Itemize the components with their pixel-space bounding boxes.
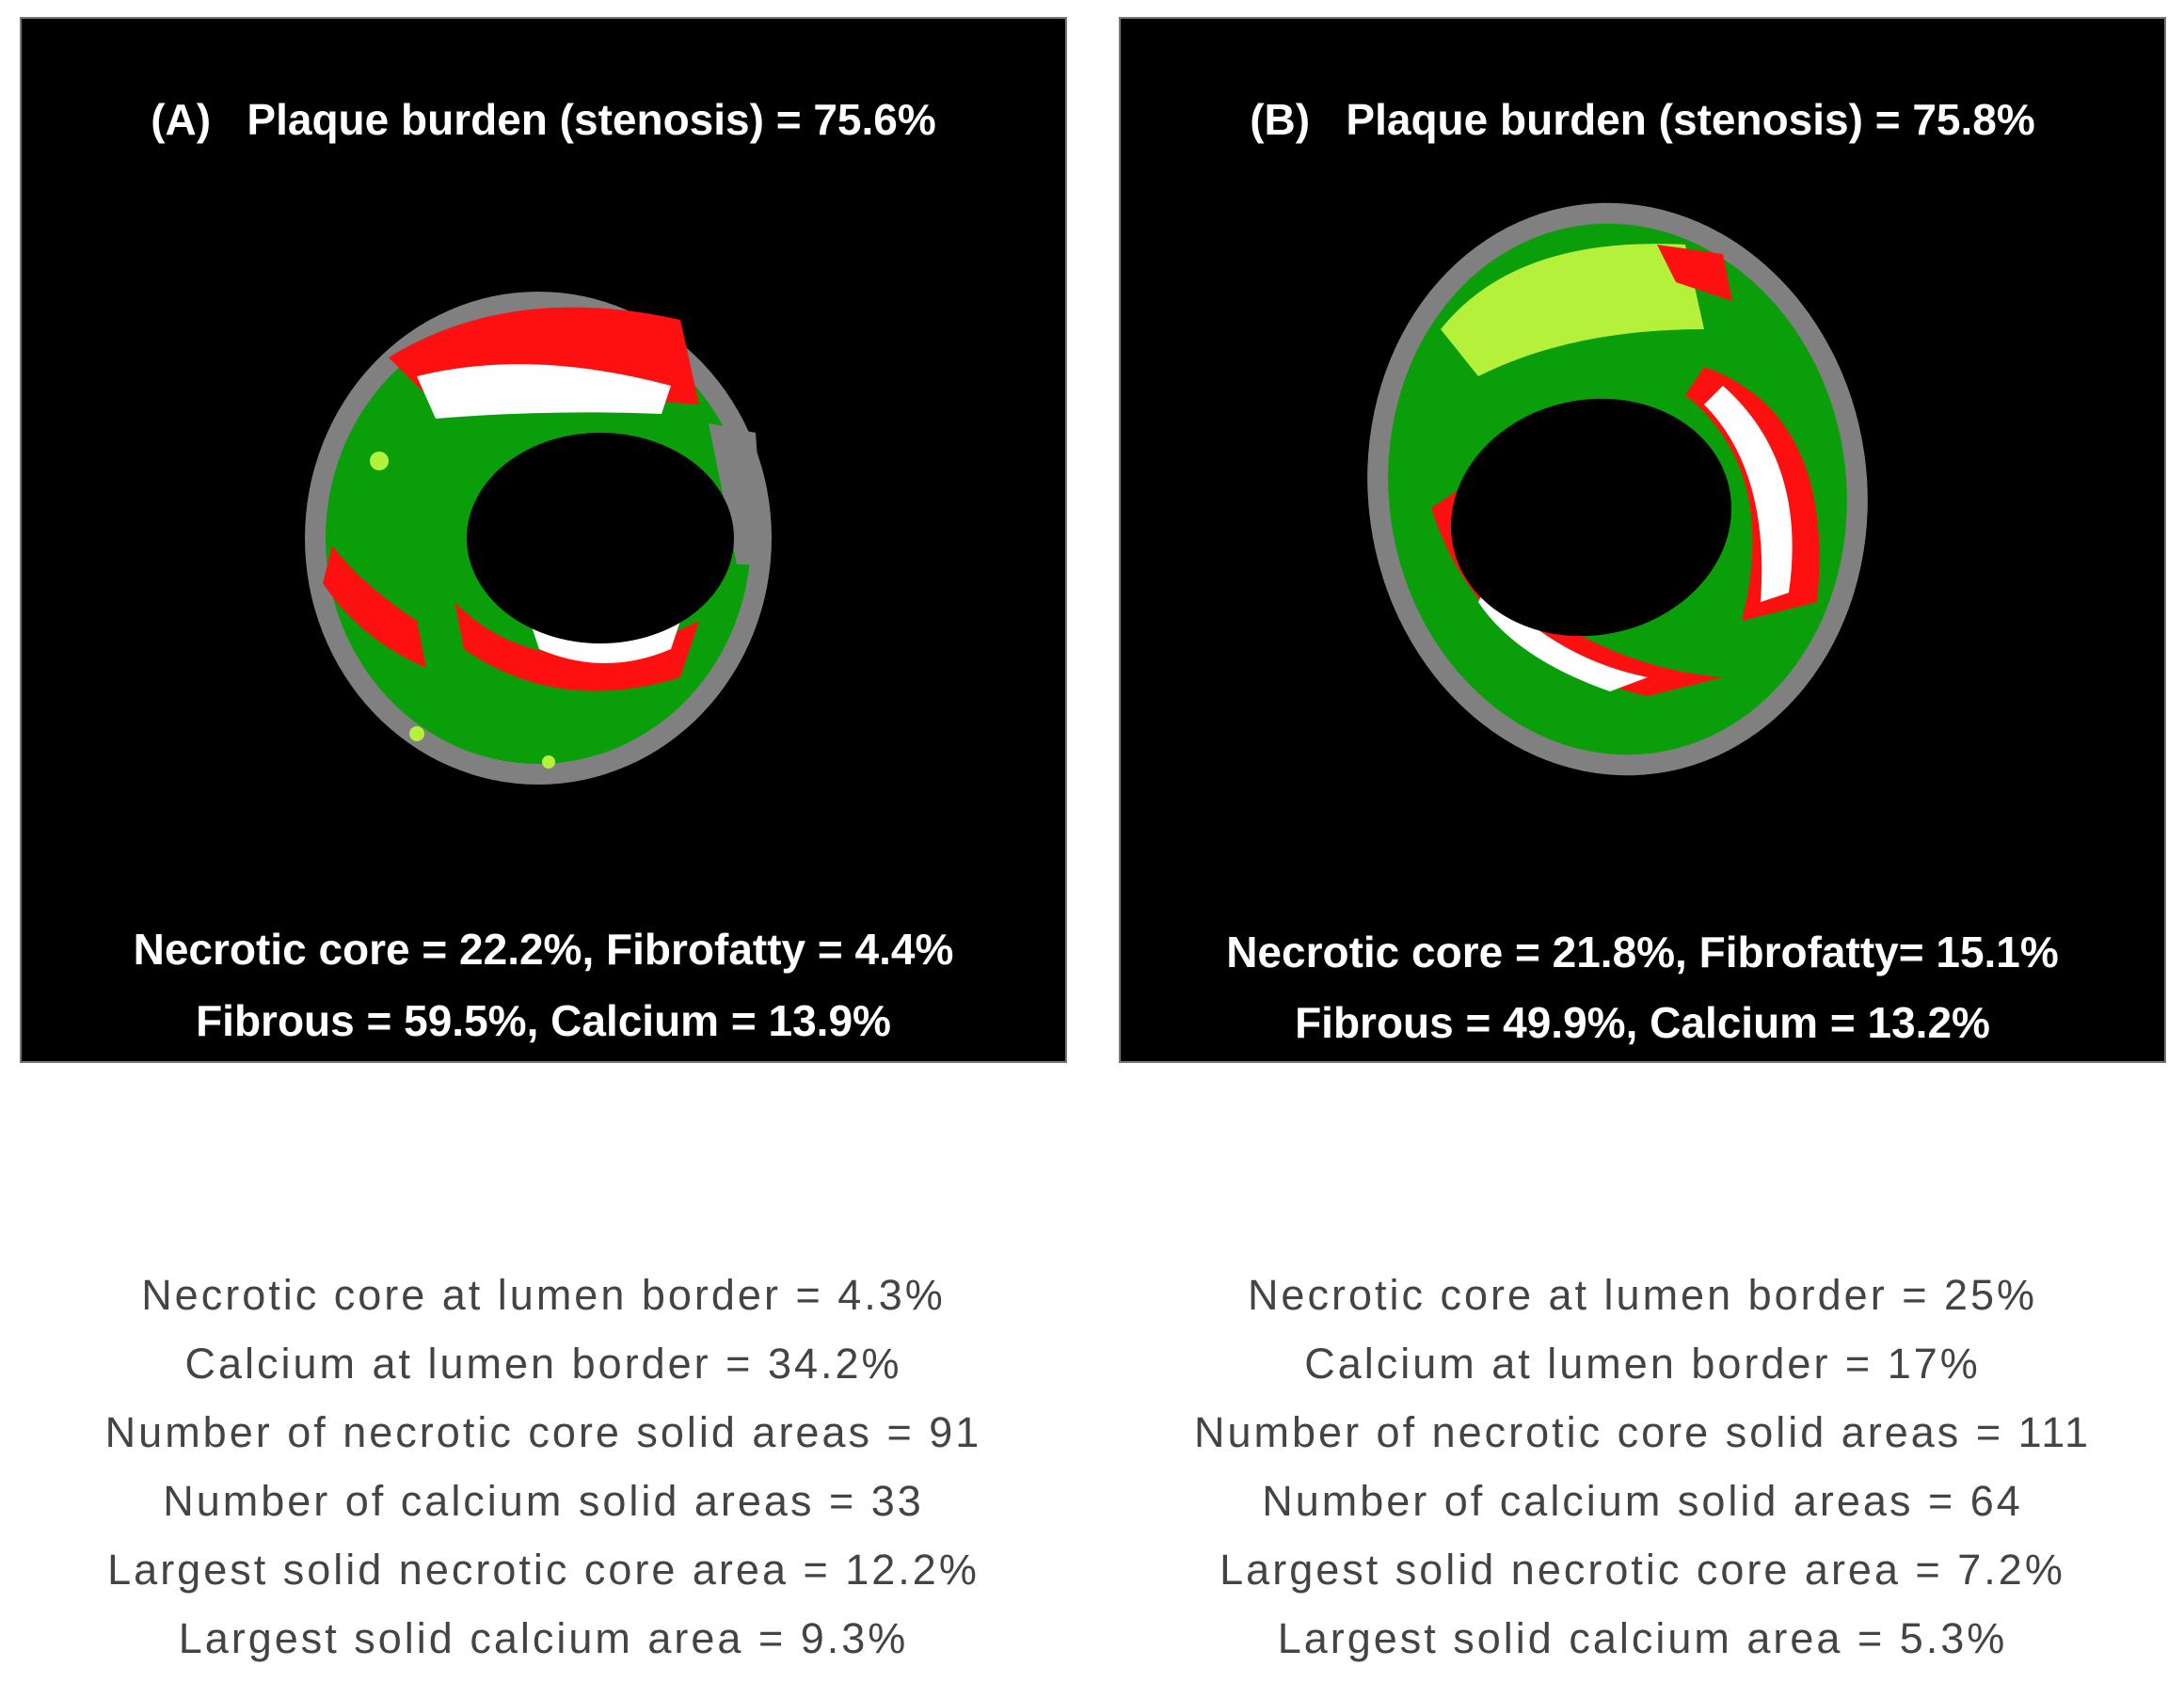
- stat-line: Number of calcium solid areas = 64: [1262, 1477, 2023, 1525]
- composition-line: Necrotic core = 21.8%, Fibrofatty= 15.1%: [1226, 928, 2059, 976]
- composition-line: Fibrous = 49.9%, Calcium = 13.2%: [1295, 998, 1990, 1047]
- composition-line: Fibrous = 59.5%, Calcium = 13.9%: [196, 996, 891, 1045]
- stat-line: Calcium at lumen border = 34.2%: [184, 1340, 902, 1388]
- panel-title: (A) Plaque burden (stenosis) = 75.6%: [151, 95, 936, 144]
- stat-line: Calcium at lumen border = 17%: [1304, 1340, 1981, 1388]
- panel-a: (A) Plaque burden (stenosis) = 75.6% Nec…: [20, 17, 1067, 1063]
- stat-line: Necrotic core at lumen border = 4.3%: [141, 1271, 946, 1319]
- panel-title: (B) Plaque burden (stenosis) = 75.8%: [1250, 95, 2035, 144]
- vessel-image: [1367, 202, 1868, 776]
- stat-line: Number of necrotic core solid areas = 11…: [1194, 1408, 2091, 1456]
- stat-line: Largest solid necrotic core area = 7.2%: [1220, 1546, 2065, 1594]
- stat-line: Largest solid calcium area = 5.3%: [1277, 1614, 2008, 1662]
- panel-b: (B) Plaque burden (stenosis) = 75.8% Nec…: [1119, 17, 2166, 1063]
- stat-line: Necrotic core at lumen border = 25%: [1247, 1271, 2038, 1319]
- stats-a: Necrotic core at lumen border = 4.3% Cal…: [20, 1261, 1067, 1673]
- vessel-image: [305, 292, 772, 785]
- stat-line: Largest solid necrotic core area = 12.2%: [107, 1546, 980, 1594]
- stat-line: Largest solid calcium area = 9.3%: [178, 1614, 909, 1662]
- stats-b: Necrotic core at lumen border = 25% Calc…: [1119, 1261, 2166, 1673]
- stat-line: Number of calcium solid areas = 33: [163, 1477, 924, 1525]
- stat-line: Number of necrotic core solid areas = 91: [104, 1408, 982, 1456]
- composition-line: Necrotic core = 22.2%, Fibrofatty = 4.4%: [133, 925, 954, 974]
